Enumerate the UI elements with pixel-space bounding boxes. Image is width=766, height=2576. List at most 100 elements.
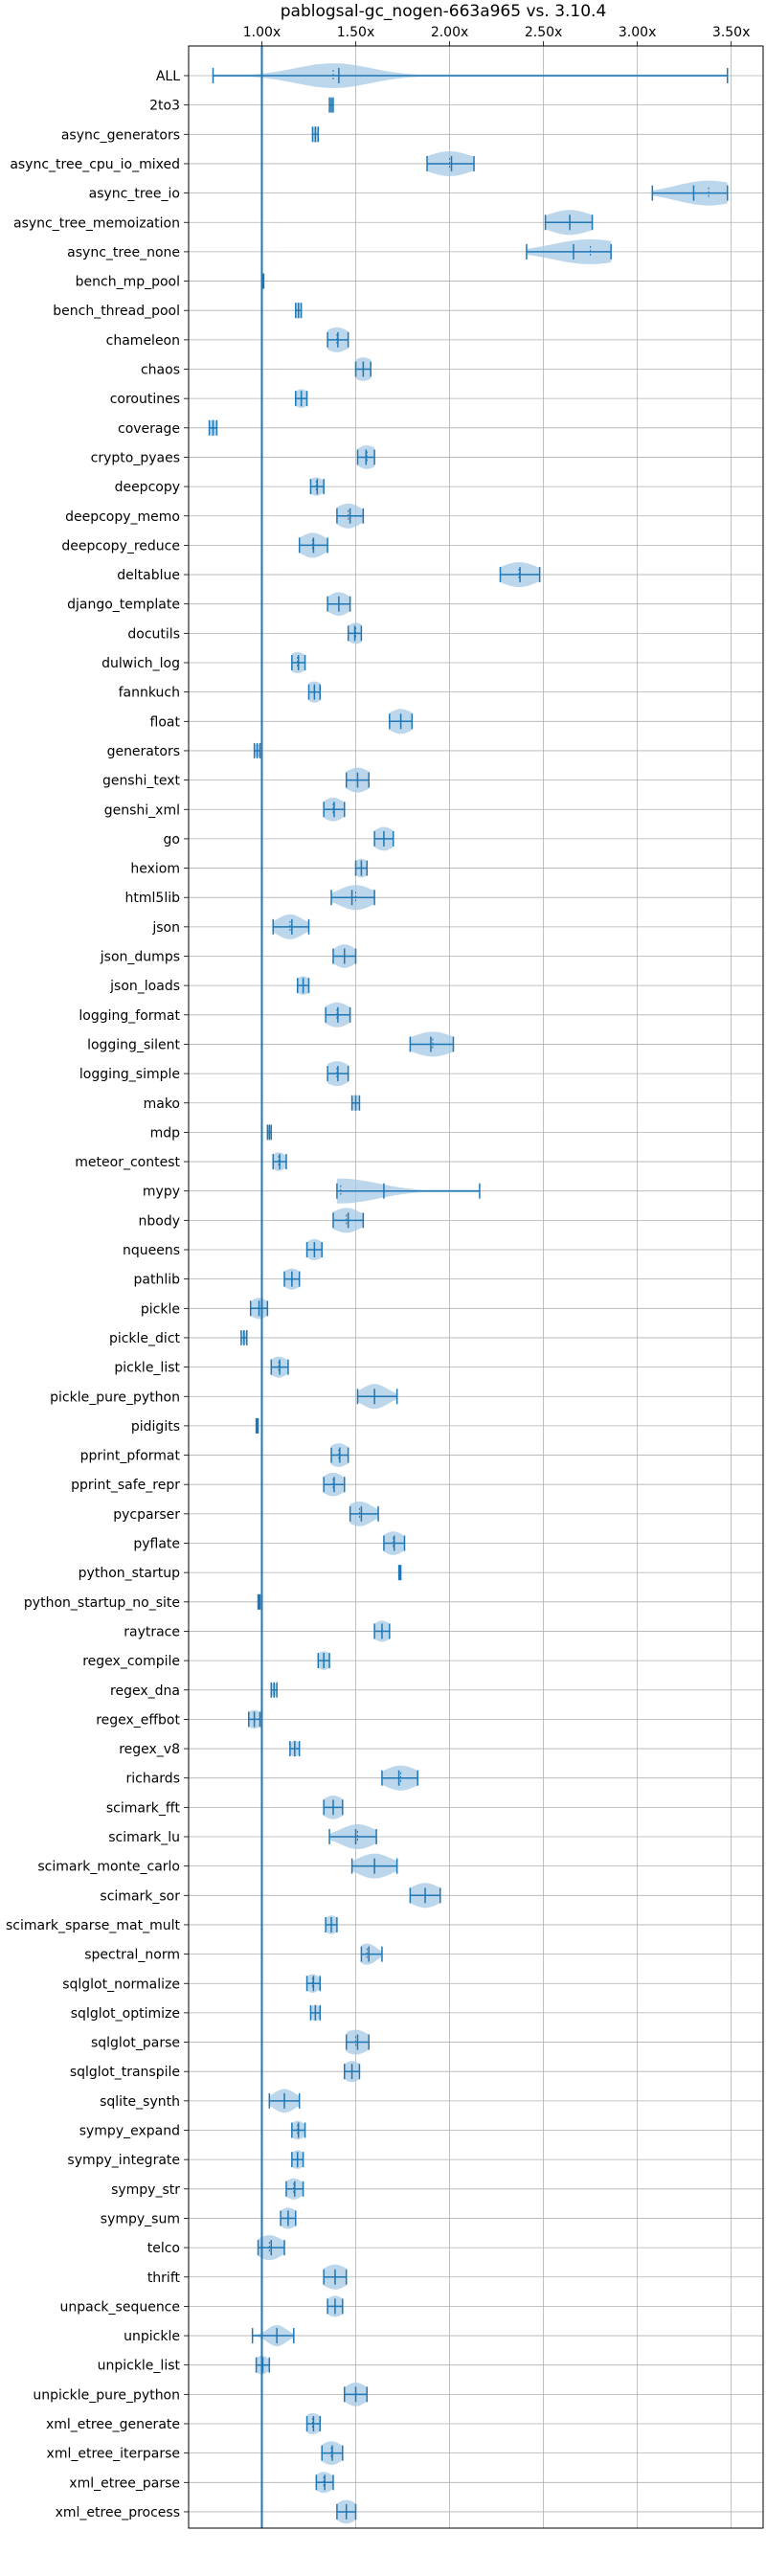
y-tick-label: nbody xyxy=(139,1213,181,1229)
violin-bench_thread_pool xyxy=(295,302,303,319)
y-tick-label: regex_v8 xyxy=(119,1742,180,1757)
violin-richards xyxy=(381,1765,418,1791)
y-tick-label: deltablue xyxy=(117,568,180,583)
y-tick-label: pickle_pure_python xyxy=(50,1390,180,1405)
y-tick-label: pickle_list xyxy=(114,1361,180,1376)
violin-generators xyxy=(253,742,261,758)
y-tick-label: unpack_sequence xyxy=(60,2299,180,2315)
y-tick-label: genshi_text xyxy=(102,774,181,789)
violin-telco xyxy=(257,2235,285,2261)
y-tick-label: xml_etree_generate xyxy=(46,2417,180,2432)
y-tick-label: meteor_contest xyxy=(75,1155,180,1170)
y-tick-label: scimark_sor xyxy=(100,1888,180,1904)
y-tick-label: regex_dna xyxy=(110,1683,180,1699)
violin-pidigits xyxy=(255,1417,259,1434)
x-tick-label: 1.50x xyxy=(337,25,374,40)
y-tick-label: xml_etree_parse xyxy=(69,2475,180,2491)
x-tick-label: 2.50x xyxy=(525,25,562,40)
y-tick-label: dulwich_log xyxy=(101,656,180,671)
y-tick-label: mdp xyxy=(150,1125,181,1141)
y-tick-label: nqueens xyxy=(123,1243,180,1258)
violin-logging_format xyxy=(325,1002,351,1028)
y-tick-label: async_tree_cpu_io_mixed xyxy=(10,157,180,172)
y-tick-label: regex_compile xyxy=(82,1654,180,1669)
violins-layer xyxy=(208,63,729,2524)
violin-thrift xyxy=(323,2264,348,2290)
y-tick-label: telco xyxy=(147,2241,180,2256)
y-tick-label: crypto_pyaes xyxy=(91,450,180,465)
y-tick-label: deepcopy_reduce xyxy=(61,538,180,554)
violin-scimark_fft xyxy=(323,1796,344,1819)
y-tick-label: json xyxy=(151,920,180,936)
violin-scimark_lu xyxy=(328,1824,377,1849)
y-tick-label: sqlglot_normalize xyxy=(62,1977,180,1992)
y-tick-label: pprint_pformat xyxy=(80,1449,181,1464)
violin-pickle_list xyxy=(270,1356,289,1378)
y-tick-label: richards xyxy=(126,1772,181,1787)
violin-mako xyxy=(350,1095,361,1112)
violin-coroutines xyxy=(295,389,308,408)
y-tick-label: unpickle xyxy=(124,2329,180,2344)
y-tick-label: scimark_lu xyxy=(108,1830,180,1845)
violin-sympy_str xyxy=(285,2178,304,2200)
violin-async_tree_memoization xyxy=(544,210,594,236)
y-tick-label: json_dumps xyxy=(100,950,180,965)
x-ticks-layer: 1.00x 1.50x 2.00x 2.50x 3.00x 3.50x xyxy=(243,25,750,46)
y-tick-label: pathlib xyxy=(134,1273,181,1288)
y-tick-label: coverage xyxy=(118,421,180,437)
violin-sympy_expand xyxy=(291,2120,306,2140)
y-tick-label: scimark_sparse_mat_mult xyxy=(6,1918,180,1933)
y-tick-label: html5lib xyxy=(125,891,181,906)
y-tick-label: fannkuch xyxy=(119,686,180,701)
violin-scimark_monte_carlo xyxy=(350,1853,398,1879)
violin-json xyxy=(272,914,310,939)
y-tick-label: sympy_sum xyxy=(101,2211,180,2226)
violin-go xyxy=(373,826,394,851)
violin-unpack_sequence xyxy=(327,2295,344,2317)
x-tick-label: 2.00x xyxy=(431,25,468,40)
violin-deepcopy_memo xyxy=(336,503,365,529)
violin-python_startup_no_site xyxy=(257,1593,261,1610)
violin-scimark_sparse_mat_mult xyxy=(325,1915,338,1934)
violin-sqlglot_optimize xyxy=(309,2004,322,2022)
violin-deepcopy_reduce xyxy=(298,532,328,558)
y-tick-label: spectral_norm xyxy=(84,1948,180,1963)
y-tick-label: sqlglot_parse xyxy=(91,2036,180,2051)
violin-xml_etree_generate xyxy=(305,2413,322,2434)
violin-logging_simple xyxy=(327,1061,349,1087)
violin-deltablue xyxy=(499,562,541,587)
y-tick-label: regex_effbot xyxy=(96,1712,180,1728)
y-tick-label: deepcopy xyxy=(115,480,180,495)
y-tick-label: ALL xyxy=(156,69,180,84)
violin-deepcopy xyxy=(309,477,325,496)
violin-json_loads xyxy=(296,976,310,995)
violin-sympy_integrate xyxy=(291,2150,304,2169)
y-tick-label: sympy_integrate xyxy=(67,2153,180,2168)
violin-meteor_contest xyxy=(272,1152,287,1171)
violin-python_startup xyxy=(397,1565,402,1581)
violin-logging_silent xyxy=(409,1031,455,1057)
violin-sqlglot_normalize xyxy=(305,1974,322,1993)
violin-regex_effbot xyxy=(247,1709,261,1729)
y-tick-label: xml_etree_process xyxy=(56,2505,180,2520)
y-tick-label: sqlglot_transpile xyxy=(70,2065,180,2080)
violin-chaos xyxy=(354,357,372,381)
violin-scimark_sor xyxy=(409,1883,441,1909)
x-tick-label: 3.50x xyxy=(712,25,750,40)
y-tick-label: logging_simple xyxy=(79,1067,180,1082)
violin-2to3 xyxy=(328,97,334,113)
y-tick-label: python_startup_no_site xyxy=(24,1595,180,1611)
violin-regex_v8 xyxy=(289,1740,301,1757)
violin-dulwich_log xyxy=(291,652,306,673)
y-tick-label: sqlite_synth xyxy=(100,2094,180,2110)
y-tick-label: thrift xyxy=(147,2271,181,2286)
y-tick-label: pickle_dict xyxy=(109,1331,181,1346)
violin-html5lib xyxy=(330,885,375,911)
y-tick-label: xml_etree_iterparse xyxy=(47,2447,180,2462)
violin-async_generators xyxy=(311,125,320,143)
y-tick-label: unpickle_pure_python xyxy=(33,2387,180,2403)
violin-json_dumps xyxy=(332,944,357,968)
violin-django_template xyxy=(327,592,351,616)
violin-regex_dna xyxy=(270,1682,278,1698)
